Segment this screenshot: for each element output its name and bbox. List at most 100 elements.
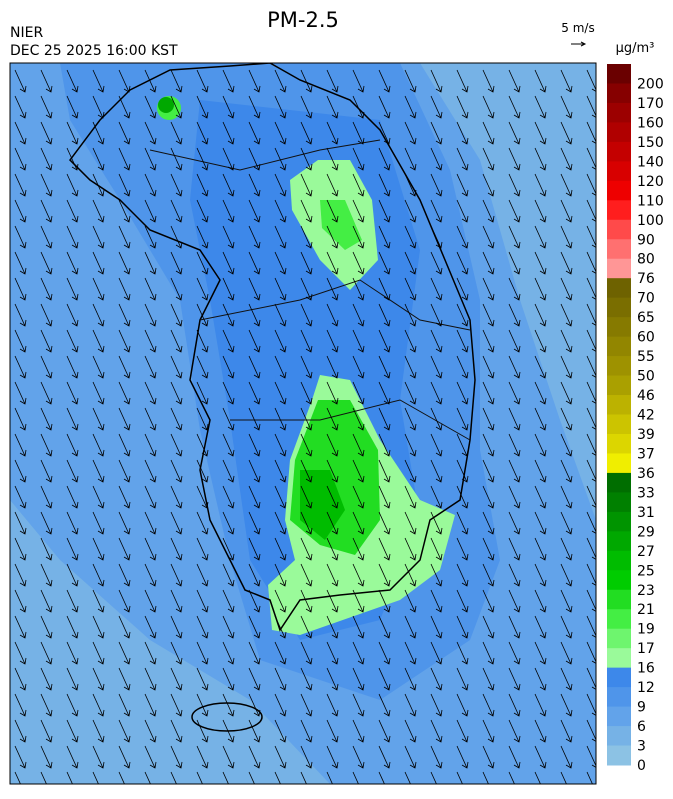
wind-arrow (508, 563, 521, 587)
pm-area (300, 470, 345, 540)
wind-arrow (222, 693, 235, 717)
wind-arrow (378, 251, 391, 275)
wind-arrow (196, 121, 209, 145)
colorbar-label: 60 (637, 330, 655, 346)
wind-arrow (378, 589, 391, 613)
wind-arrow (274, 329, 287, 353)
wind-arrow (326, 355, 339, 379)
wind-arrow (404, 381, 417, 405)
wind-arrow (92, 329, 105, 353)
wind-arrow (482, 641, 495, 665)
wind-arrow (170, 719, 183, 743)
wind-arrow (222, 433, 235, 457)
wind-arrow (456, 459, 469, 483)
wind-arrow (508, 615, 521, 639)
wind-arrow (378, 771, 385, 784)
wind-arrow (586, 407, 596, 430)
wind-arrow (404, 277, 417, 301)
wind-arrow (352, 303, 365, 327)
colorbar-segment (607, 687, 631, 708)
wind-arrow (352, 771, 359, 784)
wind-arrow (118, 667, 131, 691)
wind-arrow (14, 225, 27, 249)
wind-arrow (40, 251, 53, 275)
wind-arrow (274, 121, 287, 145)
wind-arrow (560, 199, 573, 223)
wind-arrow (170, 329, 183, 353)
wind-arrow (222, 147, 235, 171)
wind-arrow (352, 433, 365, 457)
colorbar-label: 17 (637, 641, 655, 657)
pm-area (158, 97, 174, 113)
wind-arrow (248, 537, 261, 561)
wind-arrow (326, 719, 339, 743)
wind-arrow (300, 485, 313, 509)
wind-arrow (482, 433, 495, 457)
wind-arrow (404, 433, 417, 457)
wind-arrow (222, 251, 235, 275)
wind-arrow (92, 719, 105, 743)
wind-arrow (118, 199, 131, 223)
wind-arrow (300, 433, 313, 457)
wind-arrow (248, 407, 261, 431)
colorbar-segment (607, 219, 631, 240)
wind-arrow (404, 511, 417, 535)
wind-arrow (430, 251, 443, 275)
wind-arrow (352, 537, 365, 561)
wind-arrow (508, 459, 521, 483)
wind-arrow (404, 329, 417, 353)
wind-arrow (378, 95, 391, 119)
colorbar-label: 46 (637, 388, 655, 404)
wind-arrow (430, 277, 443, 301)
wind-arrow (430, 95, 443, 119)
wind-arrow (508, 251, 521, 275)
wind-arrow (144, 693, 157, 717)
wind-arrow (222, 745, 235, 769)
wind-arrow (378, 225, 391, 249)
wind-arrow (352, 693, 365, 717)
wind-arrow (534, 563, 547, 587)
wind-arrow (170, 121, 183, 145)
wind-arrow (560, 511, 573, 535)
wind-arrow (274, 355, 287, 379)
wind-arrow (222, 459, 235, 483)
unit-label: μg/m³ (616, 41, 655, 56)
wind-arrow (144, 511, 157, 535)
wind-arrow (40, 69, 53, 93)
wind-arrow (222, 537, 235, 561)
wind-arrow (144, 251, 157, 275)
wind-arrow (534, 537, 547, 561)
wind-arrow (92, 693, 105, 717)
wind-arrow (300, 641, 313, 665)
colorbar-segment (607, 180, 631, 201)
wind-arrow (40, 459, 53, 483)
wind-arrow (274, 537, 287, 561)
wind-arrow (144, 667, 157, 691)
colorbar-label: 3 (637, 739, 646, 755)
wind-arrow (482, 407, 495, 431)
wind-arrow (274, 303, 287, 327)
wind-arrow (586, 381, 596, 404)
wind-arrow (118, 485, 131, 509)
wind-arrow (170, 355, 183, 379)
wind-arrow (300, 771, 307, 784)
wind-arrow (14, 433, 27, 457)
wind-arrow (560, 95, 573, 119)
timestamp: DEC 25 2025 16:00 KST (10, 43, 178, 59)
colorbar-segment (607, 589, 631, 610)
wind-arrow (560, 173, 573, 197)
wind-arrow (196, 173, 209, 197)
wind-arrow (222, 225, 235, 249)
wind-arrow (456, 537, 469, 561)
colorbar-label: 55 (637, 349, 655, 365)
wind-arrow (534, 511, 547, 535)
colorbar-segment (607, 64, 631, 84)
wind-arrow (144, 641, 157, 665)
title: PM-2.5 (267, 8, 339, 32)
colorbar-label: 80 (637, 252, 655, 268)
wind-arrow (274, 251, 287, 275)
wind-arrow (378, 667, 391, 691)
wind-arrow (92, 147, 105, 171)
wind-arrow (586, 693, 596, 716)
wind-arrow (300, 303, 313, 327)
